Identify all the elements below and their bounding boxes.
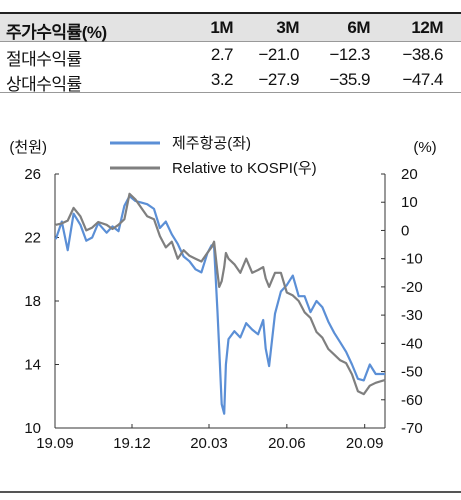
header-period-1m: 1M [210,18,233,37]
left-tick-label: 10 [24,420,41,437]
header-label: 주가수익률(%) [6,23,107,42]
row-value: −12.3 [329,45,370,64]
bottom-rule [0,491,461,493]
table-row: 절대수익률 2.7 −21.0 −12.3 −38.6 [0,42,461,69]
x-tick-label: 20.06 [268,435,306,452]
left-tick-label: 18 [24,293,41,310]
header-period-3m: 3M [276,18,299,37]
right-tick-label: 0 [401,222,409,239]
header-period-12m: 12M [411,18,443,37]
left-tick-label: 22 [24,230,41,247]
right-tick-label: -60 [401,392,423,409]
right-tick-label: 10 [401,194,418,211]
row-label: 절대수익률 [6,50,82,69]
returns-table: 주가수익률(%) 1M 3M 6M 12M 절대수익률 2.7 −21.0 −1… [0,12,461,94]
right-tick-label: -10 [401,251,423,268]
series-line-price [54,195,385,415]
row-value: −27.9 [258,70,299,89]
row-value: −35.9 [329,70,370,89]
row-value: 2.7 [210,45,234,64]
row-value: −21.0 [258,45,299,64]
header-period-6m: 6M [347,18,370,37]
right-tick-label: 20 [401,166,418,183]
x-tick-label: 19.12 [113,435,151,452]
legend-label: Relative to KOSPI(우) [172,160,317,177]
row-value: −47.4 [402,70,443,89]
x-tick-label: 20.09 [346,435,384,452]
legend-label: 제주항공(좌) [172,135,251,152]
returns-table-header: 주가수익률(%) 1M 3M 6M 12M [0,12,461,42]
row-value: 3.2 [210,70,234,89]
table-row: 상대수익률 3.2 −27.9 −35.9 −47.4 [0,67,461,94]
series-line-relative [55,192,386,396]
row-label: 상대수익률 [6,75,82,94]
right-tick-label: -50 [401,364,423,381]
right-tick-label: -40 [401,335,423,352]
left-tick-label: 26 [24,166,41,183]
right-axis-unit: (%) [413,139,436,156]
left-tick-label: 14 [24,357,41,374]
row-value: −38.6 [402,45,443,64]
stock-price-chart: 26 22 18 14 10 20 10 0 -10 -20 -30 -40 -50 -60 -70 19.0… [9,135,436,452]
right-tick-label: -30 [401,307,423,324]
left-axis-unit: (천원) [9,139,47,156]
right-tick-label: -70 [401,420,423,437]
x-tick-label: 20.03 [190,435,228,452]
x-tick-label: 19.09 [36,435,74,452]
right-tick-label: -20 [401,279,423,296]
